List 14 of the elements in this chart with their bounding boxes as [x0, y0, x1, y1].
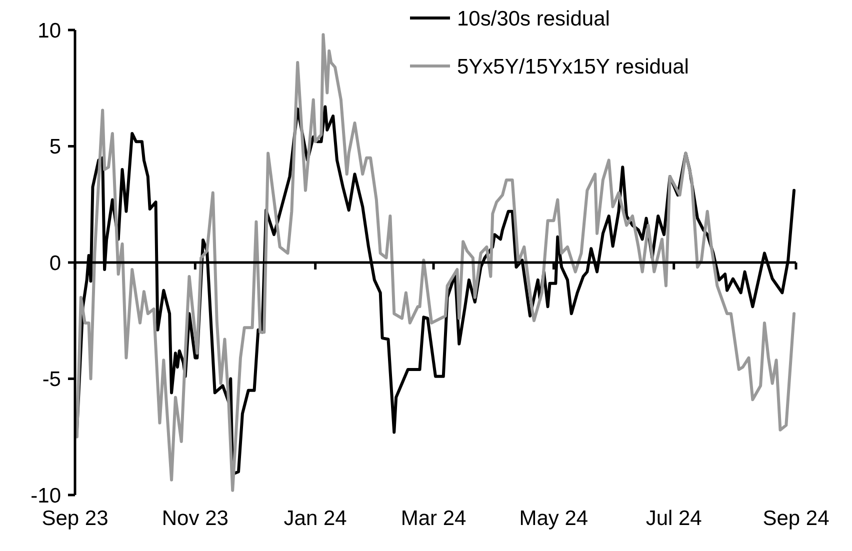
y-tick-label: -5: [42, 368, 61, 392]
legend-label: 10s/30s residual: [457, 7, 610, 30]
x-tick-label: Jan 24: [284, 507, 348, 530]
y-tick-label: 0: [49, 252, 61, 275]
y-tick-label: 5: [49, 136, 61, 159]
y-tick-label: 10: [38, 19, 61, 42]
x-tick-label: Jul 24: [646, 507, 702, 530]
legend-label: 5Yx5Y/15Yx15Y residual: [457, 55, 689, 78]
x-tick-label: Mar 24: [400, 507, 467, 530]
x-tick-label: Sep 23: [42, 507, 108, 530]
x-tick-label: Sep 24: [762, 507, 830, 530]
x-tick-label: Nov 23: [162, 507, 228, 530]
y-tick-label: -10: [30, 484, 61, 508]
x-tick-label: May 24: [519, 507, 588, 530]
